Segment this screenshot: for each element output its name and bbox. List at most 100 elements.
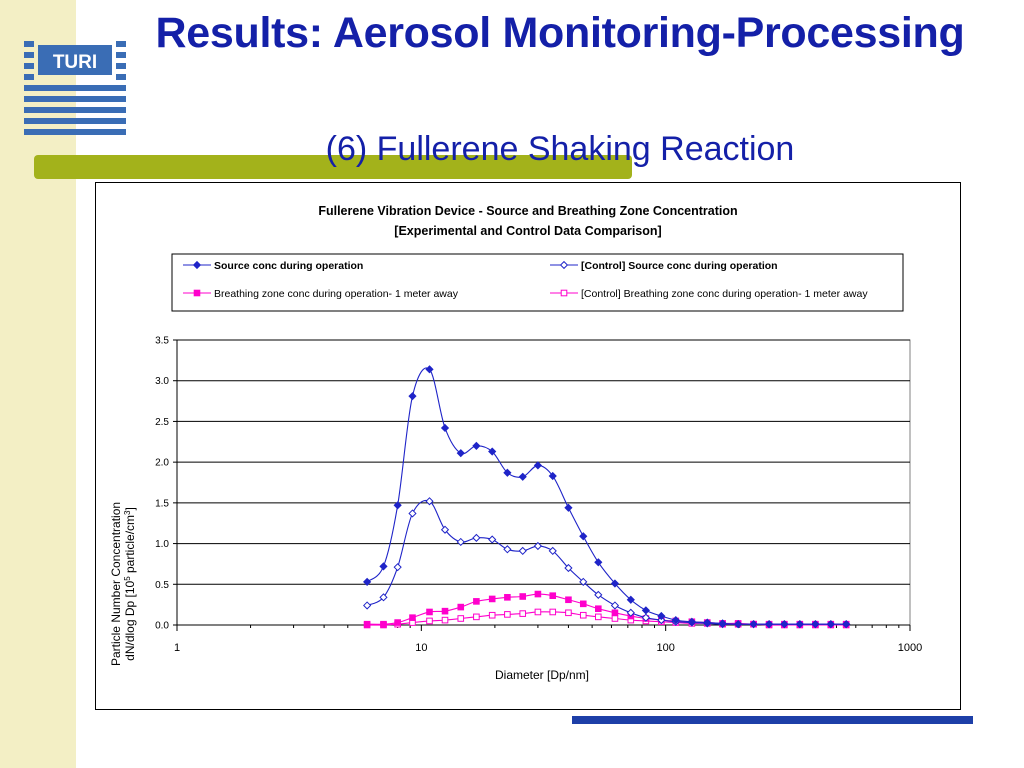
series-2-line (366, 499, 847, 625)
series-1-point (456, 449, 465, 458)
series-2-point (626, 608, 635, 617)
series-4-point (565, 609, 572, 617)
series-3 (363, 590, 850, 628)
series-3-point (473, 598, 480, 605)
series-3-line (367, 593, 847, 625)
y-tick-label: 0.0 (155, 621, 169, 632)
slide-subtitle: (6) Fullerene Shaking Reaction (325, 130, 795, 168)
series-4-point (473, 613, 480, 621)
series-4-point (579, 611, 587, 619)
series-1-point (594, 558, 603, 567)
series-3-point (380, 620, 387, 628)
slide-title: Results: Aerosol Monitoring-Processing (155, 9, 965, 57)
series-2-point (533, 541, 543, 551)
y-tick-label: 1.5 (155, 498, 169, 509)
legend-label: [Control] Source conc during operation (581, 260, 778, 272)
series-3-point (409, 614, 416, 621)
series-3-point (611, 609, 619, 617)
series-1-point (408, 392, 417, 401)
series-3-point (488, 595, 496, 603)
legend: Source conc during operation [Control] So… (183, 260, 868, 300)
series-1-point (518, 472, 527, 481)
series-1-point (440, 423, 450, 433)
series-3-point (549, 592, 557, 599)
series-1-point (564, 503, 573, 512)
series-1-point (703, 618, 712, 627)
series-2-point (503, 545, 512, 554)
green-accent-bar (34, 155, 632, 179)
series-4-point (457, 615, 465, 622)
series-2-point (641, 613, 651, 622)
legend-marker (193, 289, 201, 297)
series-2-point (564, 563, 573, 573)
x-tick-label: 100 (656, 642, 674, 654)
x-tick-label: 1000 (898, 642, 922, 654)
series-1-point (687, 617, 696, 626)
series-1-point (379, 562, 388, 571)
series-3-point (565, 596, 572, 604)
logo-stripes (24, 41, 126, 135)
series-4-point (488, 611, 496, 619)
series-4-point (519, 610, 527, 617)
series-3-point (579, 600, 587, 608)
legend-marker (192, 260, 202, 270)
y-axis-label-line2: dN/dlog Dp [105 particle/cm3] (123, 507, 138, 661)
series-3-point (441, 607, 449, 615)
x-axis-label: Diameter [Dp/nm] (495, 668, 589, 682)
chart-title-line1: Fullerene Vibration Device - Source and … (318, 204, 737, 218)
series-1-point (488, 447, 497, 456)
logo-text: TURI (53, 52, 97, 73)
series-3-point (363, 620, 371, 628)
legend-label: Breathing zone conc during operation- 1 … (214, 288, 459, 300)
legend-label: [Control] Breathing zone conc during ope… (581, 288, 868, 300)
series-1-point (749, 620, 758, 629)
series-4-point (594, 613, 602, 621)
series-1-point (393, 501, 402, 510)
y-axis-label-group: Particle Number Concentration dN/dlog Dp… (109, 502, 137, 666)
y-tick-label: 1.0 (155, 539, 169, 550)
series-2 (363, 497, 851, 629)
series-1-point (842, 620, 851, 629)
series-2-point (579, 577, 588, 586)
plot-area: 0.0 0.5 1.0 1.5 2.0 2.5 3.0 3.5 1 10 100 1000 (155, 336, 922, 655)
series-3-point (594, 605, 602, 613)
series-2-point (456, 537, 465, 547)
series-2-point (548, 546, 557, 556)
series-1-point (425, 365, 434, 374)
legend-entry-4: [Control] Breathing zone conc during ope… (550, 288, 868, 300)
series-2-point (408, 509, 417, 518)
series-4-line (367, 611, 847, 626)
series-1-point (626, 595, 635, 604)
legend-marker (560, 289, 568, 297)
y-tick-label: 3.0 (155, 376, 169, 387)
series-3-point (519, 593, 527, 600)
series-1-line (366, 367, 847, 625)
legend-entry-3: Breathing zone conc during operation- 1 … (183, 288, 459, 300)
series-2-point (472, 533, 481, 542)
series-1-point (671, 616, 680, 625)
series-1-point (548, 471, 557, 481)
series-2-point (363, 601, 372, 610)
series-1-point (780, 620, 789, 629)
series-1-point (811, 620, 820, 629)
series-1-point (795, 620, 804, 629)
series-2-point (610, 601, 620, 610)
series-1-point (641, 606, 651, 615)
series-1-point (533, 461, 543, 470)
series-3-point (534, 590, 542, 598)
series-2-point (518, 546, 527, 556)
x-tick-label: 1 (174, 642, 180, 654)
turi-logo: TURI (24, 41, 126, 135)
chart-title-line2: [Experimental and Control Data Compariso… (394, 224, 661, 238)
legend-entry-1: Source conc during operation (183, 260, 363, 272)
series-4-point (534, 608, 542, 616)
series-4-point (611, 615, 619, 622)
legend-label: Source conc during operation (214, 260, 363, 272)
series-4-point (441, 616, 449, 624)
series-2-point (488, 535, 497, 544)
series-3-point (504, 594, 511, 601)
series-4-point (504, 611, 511, 618)
y-tick-label: 2.5 (155, 417, 169, 428)
legend-box (171, 253, 904, 312)
series-1-point (503, 468, 512, 477)
